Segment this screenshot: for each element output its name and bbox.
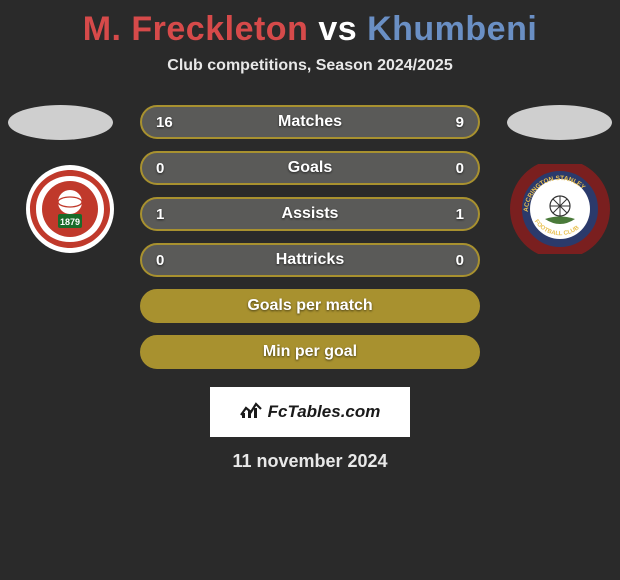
stat-label: Goals xyxy=(288,159,332,177)
stat-bar-assists: 1 Assists 1 xyxy=(140,197,480,231)
stat-label: Matches xyxy=(278,113,342,131)
stat-label: Assists xyxy=(282,205,339,223)
stat-left-value: 1 xyxy=(156,206,164,223)
vs-text: vs xyxy=(318,10,357,48)
stat-left-value: 16 xyxy=(156,114,173,131)
stat-label: Min per goal xyxy=(263,343,357,361)
player2-club-badge: ACCRINGTON STANLEY FOOTBALL CLUB xyxy=(510,164,610,254)
player2-photo-placeholder xyxy=(507,105,612,140)
stat-right-value: 0 xyxy=(456,160,464,177)
brand-logo: FcTables.com xyxy=(210,387,410,437)
player2-name: Khumbeni xyxy=(367,10,537,48)
stat-label: Goals per match xyxy=(247,297,372,315)
stat-bar-goals-per-match: Goals per match xyxy=(140,289,480,323)
player1-photo-placeholder xyxy=(8,105,113,140)
chart-icon xyxy=(240,401,262,424)
stat-right-value: 1 xyxy=(456,206,464,223)
stat-left-value: 0 xyxy=(156,252,164,269)
stat-right-value: 0 xyxy=(456,252,464,269)
stat-left-value: 0 xyxy=(156,160,164,177)
page-title: M. Freckleton vs Khumbeni xyxy=(0,0,620,49)
player1-club-badge: 1879 xyxy=(20,164,120,254)
stat-bar-min-per-goal: Min per goal xyxy=(140,335,480,369)
svg-text:1879: 1879 xyxy=(60,217,80,227)
date-text: 11 november 2024 xyxy=(0,451,620,472)
subtitle: Club competitions, Season 2024/2025 xyxy=(0,57,620,75)
stat-bar-hattricks: 0 Hattricks 0 xyxy=(140,243,480,277)
player1-name: M. Freckleton xyxy=(83,10,309,48)
stat-bar-matches: 16 Matches 9 xyxy=(140,105,480,139)
comparison-content: 1879 ACCRINGTON STANLEY FOOTBALL CLUB 16… xyxy=(0,105,620,472)
stat-label: Hattricks xyxy=(276,251,344,269)
stat-bar-goals: 0 Goals 0 xyxy=(140,151,480,185)
brand-text: FcTables.com xyxy=(268,402,381,422)
stat-bars: 16 Matches 9 0 Goals 0 1 Assists 1 0 Hat… xyxy=(140,105,480,369)
stat-right-value: 9 xyxy=(456,114,464,131)
